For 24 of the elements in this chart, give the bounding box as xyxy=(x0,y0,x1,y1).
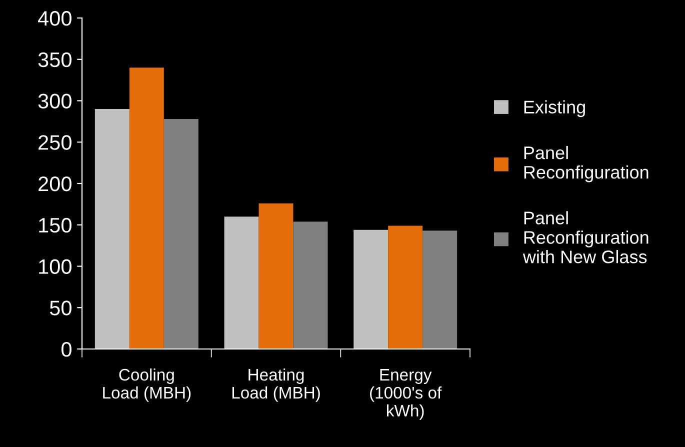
bar xyxy=(129,68,164,349)
x-tick-label: Cooling Load (MBH) xyxy=(103,368,191,402)
bar xyxy=(354,230,388,349)
bar xyxy=(422,230,458,349)
bar xyxy=(388,226,423,349)
y-tick-label: 400 xyxy=(38,11,72,26)
x-tick-label: Energy (1000's of kWh) xyxy=(370,369,442,420)
y-tick-label: 50 xyxy=(50,300,72,316)
bar xyxy=(258,203,294,349)
y-tick-label: 150 xyxy=(39,218,72,233)
y-tick-label: 250 xyxy=(38,135,72,150)
legend-label: Panel Reconfiguration xyxy=(524,146,648,182)
y-tick-label: 300 xyxy=(38,94,72,109)
bar xyxy=(164,118,198,349)
y-tick-label: 200 xyxy=(38,176,72,192)
legend-label: Panel Reconfiguration with New Glass xyxy=(522,211,648,264)
y-tick-label: 100 xyxy=(39,259,72,274)
bar xyxy=(224,216,259,349)
bar xyxy=(94,109,130,349)
x-tick-label: Heating Load (MBH) xyxy=(232,368,320,402)
bar xyxy=(293,222,328,349)
legend-label: Existing xyxy=(524,100,585,118)
y-tick-label: 350 xyxy=(38,52,72,68)
y-tick-label: 0 xyxy=(62,342,72,357)
